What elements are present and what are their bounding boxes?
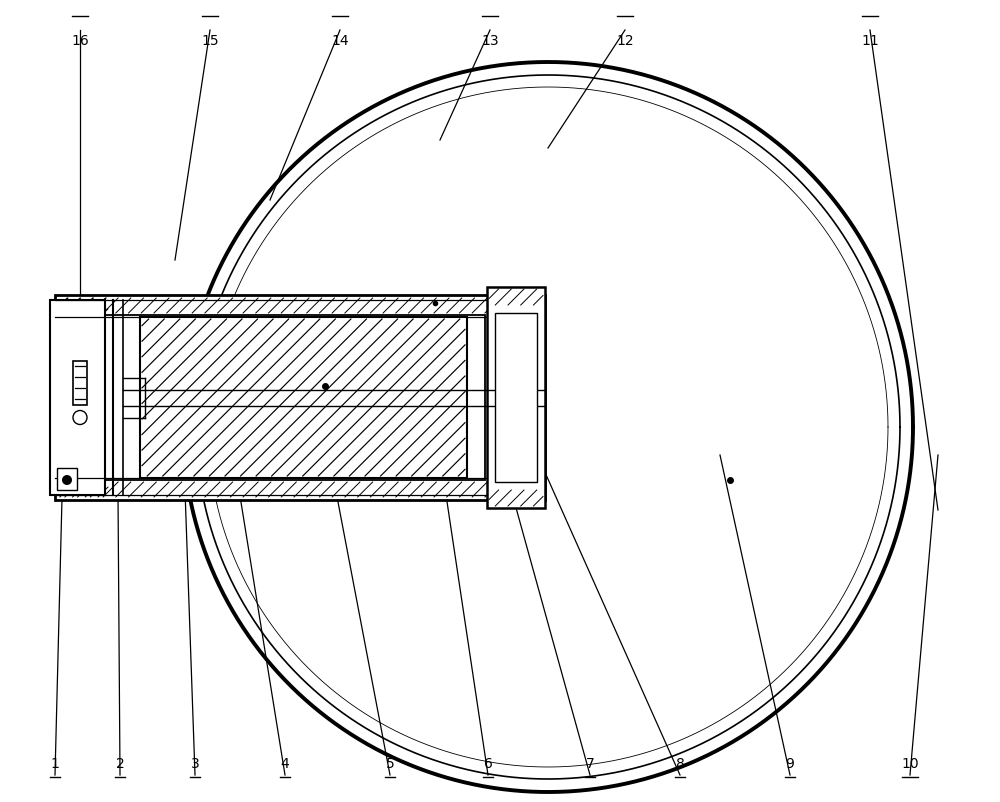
Bar <box>57 468 77 490</box>
Bar <box>140 317 467 478</box>
Text: 6: 6 <box>484 757 492 771</box>
Text: 8: 8 <box>676 757 684 771</box>
Text: 7: 7 <box>586 757 594 771</box>
Text: 13: 13 <box>481 34 499 48</box>
Bar <box>50 300 105 495</box>
Text: 9: 9 <box>786 757 794 771</box>
Text: 16: 16 <box>71 34 89 48</box>
Bar <box>487 287 545 508</box>
Text: 11: 11 <box>861 34 879 48</box>
Text: 14: 14 <box>331 34 349 48</box>
Bar <box>67 315 485 480</box>
Bar <box>73 361 87 404</box>
Bar <box>55 295 545 500</box>
Text: 3: 3 <box>191 757 199 771</box>
Text: 12: 12 <box>616 34 634 48</box>
Text: 10: 10 <box>901 757 919 771</box>
Text: 2: 2 <box>116 757 124 771</box>
Circle shape <box>62 475 72 485</box>
Text: 15: 15 <box>201 34 219 48</box>
Bar <box>495 313 537 482</box>
Text: 1: 1 <box>51 757 59 771</box>
Text: 4: 4 <box>281 757 289 771</box>
Text: 5: 5 <box>386 757 394 771</box>
Circle shape <box>73 411 87 424</box>
